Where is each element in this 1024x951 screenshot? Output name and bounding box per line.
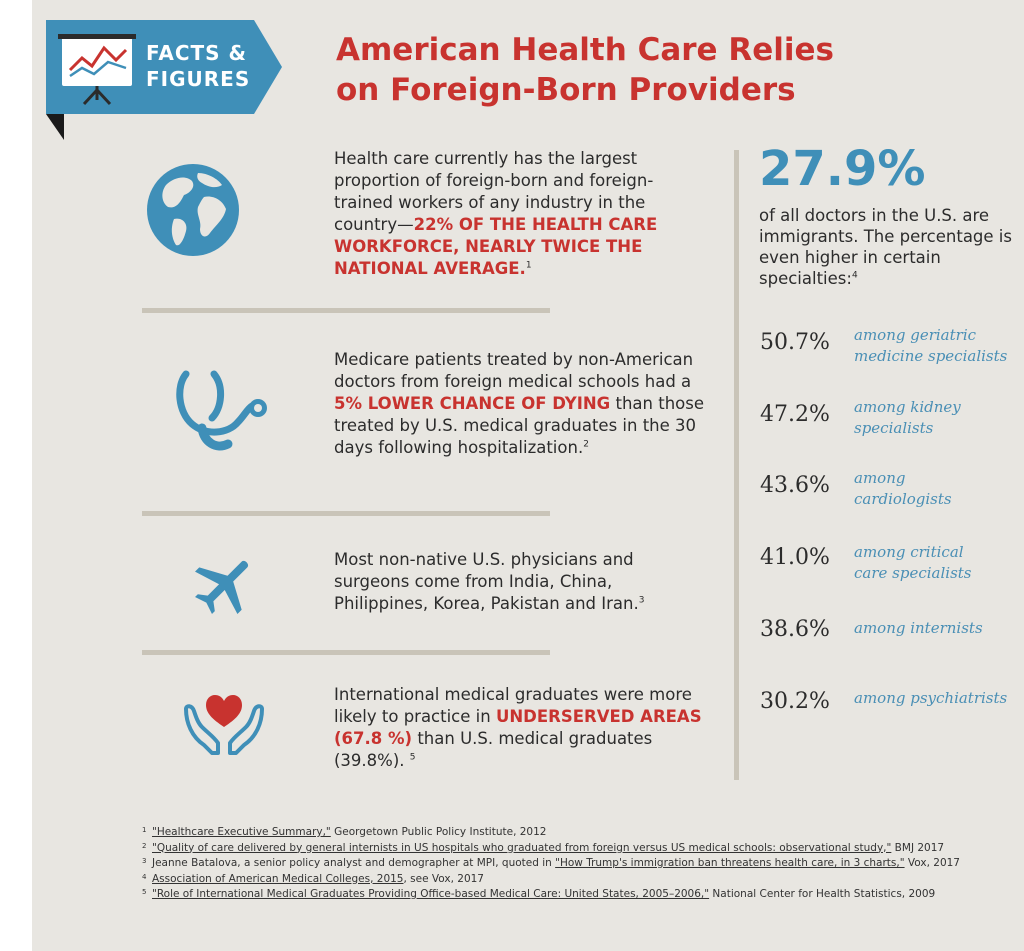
footnote: 1 "Healthcare Executive Summary," Georget… xyxy=(142,826,982,840)
footnote-number: 2 xyxy=(142,841,147,850)
globe-icon xyxy=(147,164,239,256)
fact-3-ref: 3 xyxy=(638,595,645,606)
specialty-value: 30.2% xyxy=(760,689,830,714)
specialty-value: 47.2% xyxy=(760,402,830,427)
specialty-value: 50.7% xyxy=(760,330,830,355)
fact-3-text: Most non-native U.S. physicians and surg… xyxy=(334,549,704,615)
badge-line-2: FIGURES xyxy=(146,67,251,91)
stethoscope-icon xyxy=(176,370,267,451)
specialty-value: 41.0% xyxy=(760,545,830,570)
footnote: 2 "Quality of care delivered by general i… xyxy=(142,842,982,856)
fact-2-ref: 2 xyxy=(583,439,589,450)
footnote: 3 Jeanne Batalova, a senior policy analys… xyxy=(142,857,982,871)
footnote-rest: , see Vox, 2017 xyxy=(403,872,484,885)
footnote: 4 Association of American Medical College… xyxy=(142,873,982,887)
footnotes: 1 "Healthcare Executive Summary," Georget… xyxy=(142,826,982,904)
specialty-label: among kidney specialists xyxy=(854,398,961,437)
specialty-label: among psychiatrists xyxy=(854,689,1008,707)
footnote-rest: National Center for Health Statistics, 2… xyxy=(709,888,936,900)
fact-2-tail: than those treated by U.S. medical gradu… xyxy=(334,394,704,457)
page-title: American Health Care Relies on Foreign-B… xyxy=(336,30,834,110)
specialty-label: among geriatric medicine specialists xyxy=(854,326,1008,365)
immigrant-doctors-stat: 27.9% xyxy=(759,141,926,197)
specialty-value: 43.6% xyxy=(760,473,830,498)
fact-4-body: International medical graduates were mor… xyxy=(334,685,692,726)
fact-3-body: Most non-native U.S. physicians and surg… xyxy=(334,550,639,613)
footnote-number: 5 xyxy=(142,888,147,896)
footnote: 5 "Role of International Medical Graduate… xyxy=(142,888,982,902)
specialty-label: among critical care specialists xyxy=(854,543,972,582)
fact-4-ref: 5 xyxy=(409,752,416,763)
footnote-link[interactable]: Association of American Medical Colleges… xyxy=(152,872,404,885)
stat-description-text: of all doctors in the U.S. are immigrant… xyxy=(759,206,1012,288)
badge-ribbon xyxy=(46,20,282,140)
footnote-rest: Georgetown Public Policy Institute, 2012 xyxy=(330,826,547,838)
fact-2-text: Medicare patients treated by non-America… xyxy=(334,349,704,459)
footnote-link[interactable]: "Quality of care delivered by general in… xyxy=(152,841,892,854)
divider-1 xyxy=(142,308,550,313)
fact-1-ref: 1 xyxy=(525,260,532,271)
divider-2 xyxy=(142,511,550,516)
title-line-1: American Health Care Relies xyxy=(336,32,834,68)
title-line-2: on Foreign-Born Providers xyxy=(336,72,796,108)
facts-figures-badge: FACTS & FIGURES xyxy=(46,20,282,140)
divider-3 xyxy=(142,650,550,655)
column-divider xyxy=(734,150,739,780)
airplane-icon xyxy=(195,560,249,614)
specialty-label: among internists xyxy=(854,619,983,637)
infographic-page: FACTS & FIGURES American Health Care Rel… xyxy=(32,0,1024,951)
presentation-chart-icon xyxy=(58,34,136,106)
specialty-value: 38.6% xyxy=(760,617,830,642)
footnote-number: 3 xyxy=(142,857,147,865)
specialty-label: among cardiologists xyxy=(854,469,952,508)
footnote-pre: Jeanne Batalova, a senior policy analyst… xyxy=(152,857,556,869)
fact-2-body: Medicare patients treated by non-America… xyxy=(334,350,694,391)
badge-line-1: FACTS & xyxy=(146,41,247,65)
badge-text: FACTS & FIGURES xyxy=(146,40,250,92)
fact-1-body: Health care currently has the largest pr… xyxy=(334,149,654,234)
fact-1-highlight: 22% OF THE HEALTH CARE WORKFORCE, NEARLY… xyxy=(334,215,658,278)
fact-1-text: Health care currently has the largest pr… xyxy=(334,148,704,280)
footnote-rest: BMJ 2017 xyxy=(891,841,945,854)
stat-description: of all doctors in the U.S. are immigrant… xyxy=(759,205,1024,289)
fact-4-highlight: UNDERSERVED AREAS (67.8 %) xyxy=(334,707,702,748)
footnote-link[interactable]: "Role of International Medical Graduates… xyxy=(152,888,710,900)
fact-4-tail: than U.S. medical graduates (39.8%). xyxy=(334,729,653,770)
stat-ref: 4 xyxy=(851,270,858,281)
footnote-rest: Vox, 2017 xyxy=(904,857,960,869)
footnote-link[interactable]: "Healthcare Executive Summary," xyxy=(152,826,331,838)
footnote-number: 4 xyxy=(142,872,147,881)
footnote-number: 1 xyxy=(142,826,147,834)
heart-hands-icon xyxy=(184,695,264,755)
fact-4-text: International medical graduates were mor… xyxy=(334,684,704,772)
footnote-link[interactable]: "How Trump's immigration ban threatens h… xyxy=(555,857,905,869)
fact-2-highlight: 5% LOWER CHANCE OF DYING xyxy=(334,394,611,413)
